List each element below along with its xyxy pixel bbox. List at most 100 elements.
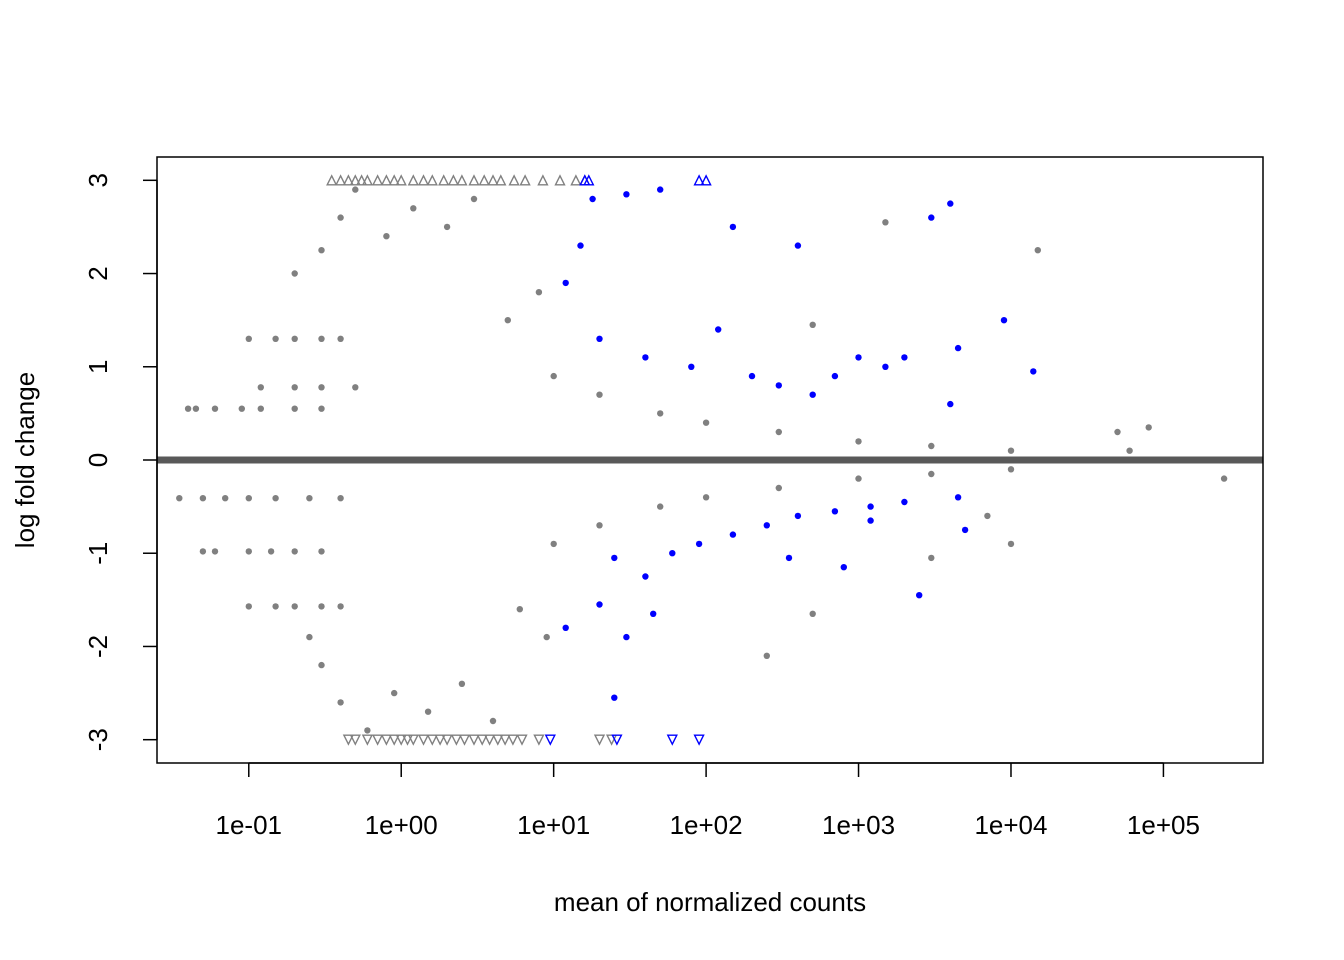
clipped-down-triangle: [693, 734, 705, 746]
clipped-down-triangle: [401, 734, 414, 746]
nonsignificant-point: [352, 186, 359, 193]
nonsignificant-point: [184, 405, 192, 412]
x-tick-label: 1e+03: [822, 810, 895, 840]
significant-point: [785, 554, 793, 562]
nonsignificant-point: [337, 214, 344, 221]
clipped-down-triangle: [666, 734, 678, 746]
y-tick-label: -2: [83, 635, 113, 658]
y-tick-label: -1: [83, 542, 113, 565]
significant-point: [954, 494, 962, 501]
y-axis-title: log fold change: [10, 372, 40, 548]
nonsignificant-point: [1220, 475, 1228, 482]
clipped-down-triangle: [450, 734, 463, 746]
nonsignificant-point: [543, 633, 550, 641]
significant-point: [695, 540, 703, 548]
clipped-down-triangle: [426, 734, 438, 746]
x-tick-label: 1e+02: [670, 810, 743, 840]
clipped-up-triangle: [447, 174, 460, 186]
x-tick-label: 1e+00: [365, 810, 438, 840]
nonsignificant-point: [657, 503, 664, 510]
clipped-down-triangle: [371, 734, 384, 746]
clipped-down-triangle: [593, 734, 606, 746]
significant-point: [794, 242, 802, 249]
clipped-down-triangle: [611, 734, 623, 746]
nonsignificant-point: [199, 495, 207, 502]
nonsignificant-point: [364, 727, 371, 734]
nonsignificant-point: [245, 548, 252, 555]
nonsignificant-point: [504, 317, 511, 324]
nonsignificant-point: [550, 372, 557, 380]
significant-point: [562, 279, 569, 287]
significant-point: [794, 512, 802, 520]
clipped-up-triangle: [456, 174, 468, 186]
nonsignificant-point: [535, 289, 543, 296]
nonsignificant-point: [211, 548, 219, 555]
nonsignificant-point: [928, 470, 935, 478]
nonsignificant-point: [1114, 428, 1121, 436]
significant-point: [642, 354, 649, 361]
clipped-down-triangle: [468, 734, 480, 746]
nonsignificant-point: [809, 610, 816, 617]
nonsignificant-point: [238, 405, 245, 412]
nonsignificant-point: [775, 428, 782, 436]
x-axis-title: mean of normalized counts: [554, 887, 866, 917]
clipped-down-triangle: [361, 734, 374, 746]
nonsignificant-point: [272, 603, 279, 610]
nonsignificant-point: [443, 223, 451, 231]
clipped-markers: [326, 174, 712, 746]
clipped-down-triangle: [533, 734, 545, 746]
nonsignificant-point: [291, 384, 298, 391]
clipped-up-triangle: [349, 174, 361, 186]
nonsignificant-point: [882, 219, 889, 226]
x-tick-label: 1e+01: [517, 810, 590, 840]
clipped-up-triangle: [583, 174, 595, 186]
clipped-down-triangle: [407, 734, 419, 746]
nonsignificant-point: [199, 548, 207, 555]
significant-points: [562, 186, 1037, 701]
significant-point: [688, 363, 695, 370]
nonsignificant-point: [192, 405, 200, 412]
nonsignificant-point: [1007, 466, 1015, 473]
significant-point: [831, 372, 839, 380]
nonsignificant-point: [245, 603, 252, 610]
significant-point: [855, 354, 862, 361]
significant-point: [809, 391, 816, 398]
nonsignificant-point: [424, 708, 432, 715]
significant-point: [961, 526, 969, 534]
y-axis: -3 -2 -1 0 1 2 3: [83, 173, 158, 751]
significant-point: [729, 223, 737, 231]
x-axis: 1e-01 1e+00 1e+01 1e+02 1e+03 1e+04 1e+05: [216, 762, 1200, 840]
y-tick-label: 2: [83, 266, 113, 280]
clipped-down-triangle: [441, 734, 453, 746]
x-tick-label: 1e+05: [1127, 810, 1200, 840]
clipped-down-triangle: [380, 734, 393, 746]
clipped-up-triangle: [380, 174, 393, 186]
significant-point: [669, 550, 676, 557]
nonsignificant-point: [272, 495, 279, 502]
clipped-up-triangle: [426, 174, 438, 186]
clipped-up-triangle: [487, 174, 499, 186]
x-tick-label: 1e-01: [216, 810, 283, 840]
clipped-down-triangle: [458, 734, 471, 746]
significant-point: [947, 400, 954, 408]
significant-point: [1030, 368, 1037, 375]
clipped-up-triangle: [395, 174, 407, 186]
significant-point: [562, 624, 569, 631]
clipped-down-triangle: [417, 734, 430, 746]
nonsignificant-point: [596, 522, 603, 529]
nonsignificant-point: [928, 442, 935, 450]
nonsignificant-point: [291, 270, 298, 277]
nonsignificant-point: [337, 495, 344, 502]
nonsignificant-point: [702, 494, 710, 501]
nonsignificant-point: [176, 495, 183, 502]
clipped-up-triangle: [700, 174, 712, 186]
nonsignificant-point: [763, 652, 770, 659]
clipped-down-triangle: [476, 734, 488, 746]
nonsignificant-point: [318, 335, 325, 342]
significant-point: [1000, 317, 1008, 324]
nonsignificant-point: [267, 548, 275, 555]
significant-point: [729, 531, 737, 538]
nonsignificant-point: [257, 405, 264, 412]
nonsignificant-point: [1126, 447, 1133, 454]
